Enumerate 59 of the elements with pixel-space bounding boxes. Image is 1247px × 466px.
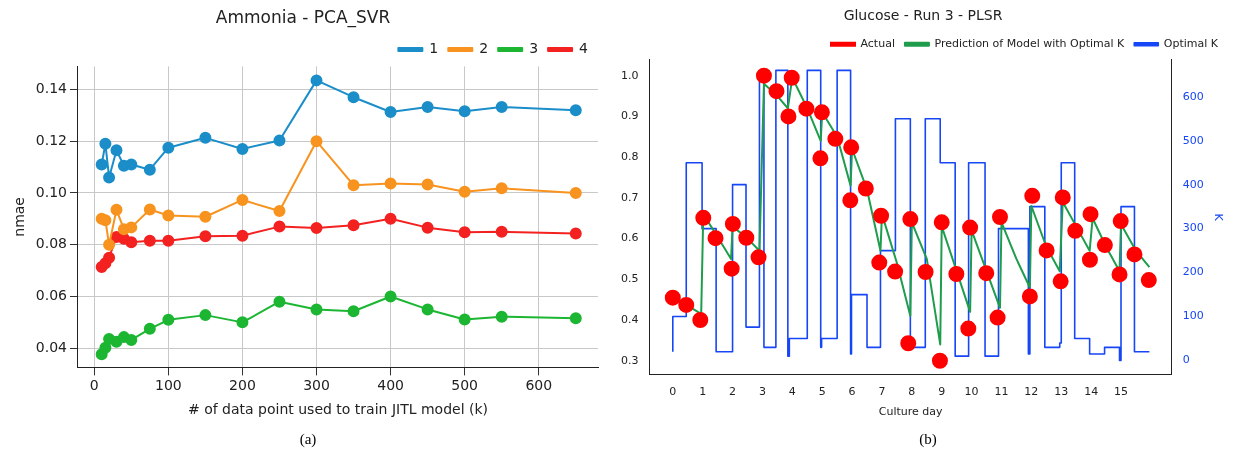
y-tick-label: 0.4 [620, 312, 639, 326]
x-axis-title: Culture day [878, 405, 944, 419]
y-tick-label: 0.3 [620, 353, 639, 367]
x-tick-label: 11 [994, 385, 1009, 399]
x-tick-label: 0 [669, 385, 677, 399]
x-tick-label: 3 [758, 385, 766, 399]
legend-label: 1 [429, 40, 439, 57]
y-axis-title: nmae [11, 197, 28, 237]
text: (a) [298, 431, 318, 448]
y-tick-label: 0.6 [620, 231, 639, 245]
chart-title: Glucose - Run 3 - PLSR [843, 7, 1003, 24]
y2-tick-label: 400 [1182, 177, 1204, 191]
x-tick-label: 8 [908, 385, 916, 399]
x-tick-label: 300 [303, 377, 330, 394]
y2-tick-label: 100 [1182, 309, 1204, 323]
x-axis-title: # of data point used to train JITL model (k) [187, 401, 489, 418]
legend-label: Optimal K [1163, 37, 1219, 51]
legend-label: 4 [579, 40, 589, 57]
x-tick-label: 100 [154, 377, 182, 394]
x-tick-label: 13 [1054, 385, 1069, 399]
x-tick-label: 10 [964, 385, 979, 399]
x-tick-label: 5 [818, 385, 826, 399]
x-tick-label: 7 [878, 385, 886, 399]
y-tick-label: 0.06 [35, 287, 68, 304]
x-tick-label: 1 [699, 385, 707, 399]
x-tick-label: 12 [1024, 385, 1039, 399]
y-tick-label: 0.04 [35, 338, 68, 355]
y2-tick-label: 500 [1182, 133, 1204, 147]
y2-axis-title: K [1211, 213, 1225, 222]
y-tick-label: 0.12 [35, 131, 67, 148]
legend-label: 2 [479, 40, 489, 57]
text: (b) [918, 431, 938, 448]
legend-label: Actual [860, 37, 895, 51]
x-tick-label: 600 [525, 377, 553, 394]
x-tick-label: 9 [938, 385, 946, 399]
y2-tick-label: 0 [1182, 353, 1190, 367]
y-tick-label: 0.14 [35, 80, 68, 97]
y-tick-label: 1.0 [620, 68, 639, 82]
y-tick-label: 0.9 [620, 109, 639, 123]
y-tick-label: 0.8 [620, 149, 639, 163]
x-tick-label: 15 [1114, 385, 1129, 399]
y-tick-label: 0.5 [620, 272, 639, 286]
y-tick-label: 0.7 [620, 190, 639, 204]
legend-label: Prediction of Model with Optimal K [934, 37, 1126, 51]
x-tick-label: 500 [451, 377, 479, 394]
legend-label: 3 [529, 40, 539, 57]
y-tick-label: 0.10 [35, 183, 67, 200]
x-tick-label: 0 [89, 377, 99, 394]
chart-title: Ammonia - PCA_SVR [215, 6, 391, 28]
x-tick-label: 4 [788, 385, 796, 399]
x-tick-label: 14 [1084, 385, 1099, 399]
y2-tick-label: 300 [1182, 221, 1204, 235]
y2-tick-label: 200 [1182, 265, 1204, 279]
y-tick-label: 0.08 [35, 235, 67, 252]
y2-tick-label: 600 [1182, 89, 1204, 103]
x-tick-label: 2 [729, 385, 737, 399]
x-tick-label: 400 [377, 377, 404, 394]
x-tick-label: 200 [229, 377, 256, 394]
x-tick-label: 6 [848, 385, 856, 399]
